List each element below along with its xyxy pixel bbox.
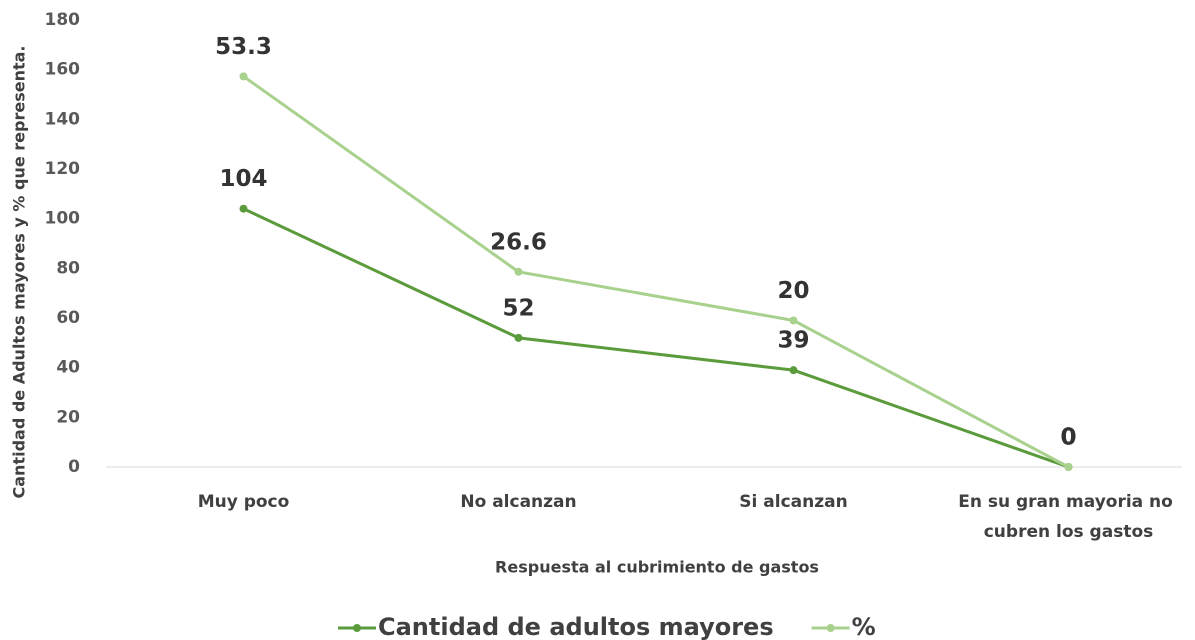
x-tick-label: Muy poco xyxy=(198,492,290,512)
y-tick-label: 80 xyxy=(56,258,80,278)
y-tick-label: 60 xyxy=(56,308,80,328)
x-tick-label-line: cubren los gastos xyxy=(984,522,1154,542)
series-line xyxy=(242,207,1069,469)
y-tick-label: 180 xyxy=(45,10,81,30)
data-label: 26.6 xyxy=(490,229,547,255)
y-tick-label: 160 xyxy=(45,60,81,80)
legend-label: % xyxy=(852,613,876,640)
x-tick-label: No alcanzan xyxy=(460,492,576,512)
point xyxy=(514,267,523,276)
x-axis-title: Respuesta al cubrimiento de gastos xyxy=(495,558,819,577)
data-label: 0 xyxy=(1060,425,1076,451)
y-tick-label: 100 xyxy=(45,209,81,229)
y-tick-label: 40 xyxy=(56,358,80,378)
x-tick-label: En su gran mayoria no cubren los gastos xyxy=(958,492,1179,542)
data-label: 39 xyxy=(777,328,809,354)
y-tick-label: 20 xyxy=(56,407,80,427)
y-tick-label: 140 xyxy=(45,109,81,129)
point xyxy=(789,316,798,325)
point xyxy=(239,72,248,81)
series-line xyxy=(242,75,1070,469)
data-label: 0 xyxy=(1060,425,1076,451)
point xyxy=(789,366,798,375)
data-label: 53.3 xyxy=(215,34,272,60)
data-label: 52 xyxy=(502,295,534,321)
data-label: 20 xyxy=(777,278,809,304)
point xyxy=(239,204,248,213)
point xyxy=(514,333,523,342)
legend-marker xyxy=(353,624,361,632)
legend-label: Cantidad de adultos mayores xyxy=(378,613,774,640)
legend-marker xyxy=(826,624,835,632)
point xyxy=(1064,463,1073,471)
data-label: 104 xyxy=(219,166,267,192)
x-tick-label-line: En su gran mayoria no xyxy=(958,492,1179,512)
y-axis-title: Cantidad de Adultos mayores y % que repr… xyxy=(10,46,29,499)
x-tick-label: Si alcanzan xyxy=(739,492,847,512)
y-tick-label: 0 xyxy=(68,457,80,477)
y-tick-label: 120 xyxy=(45,159,81,179)
